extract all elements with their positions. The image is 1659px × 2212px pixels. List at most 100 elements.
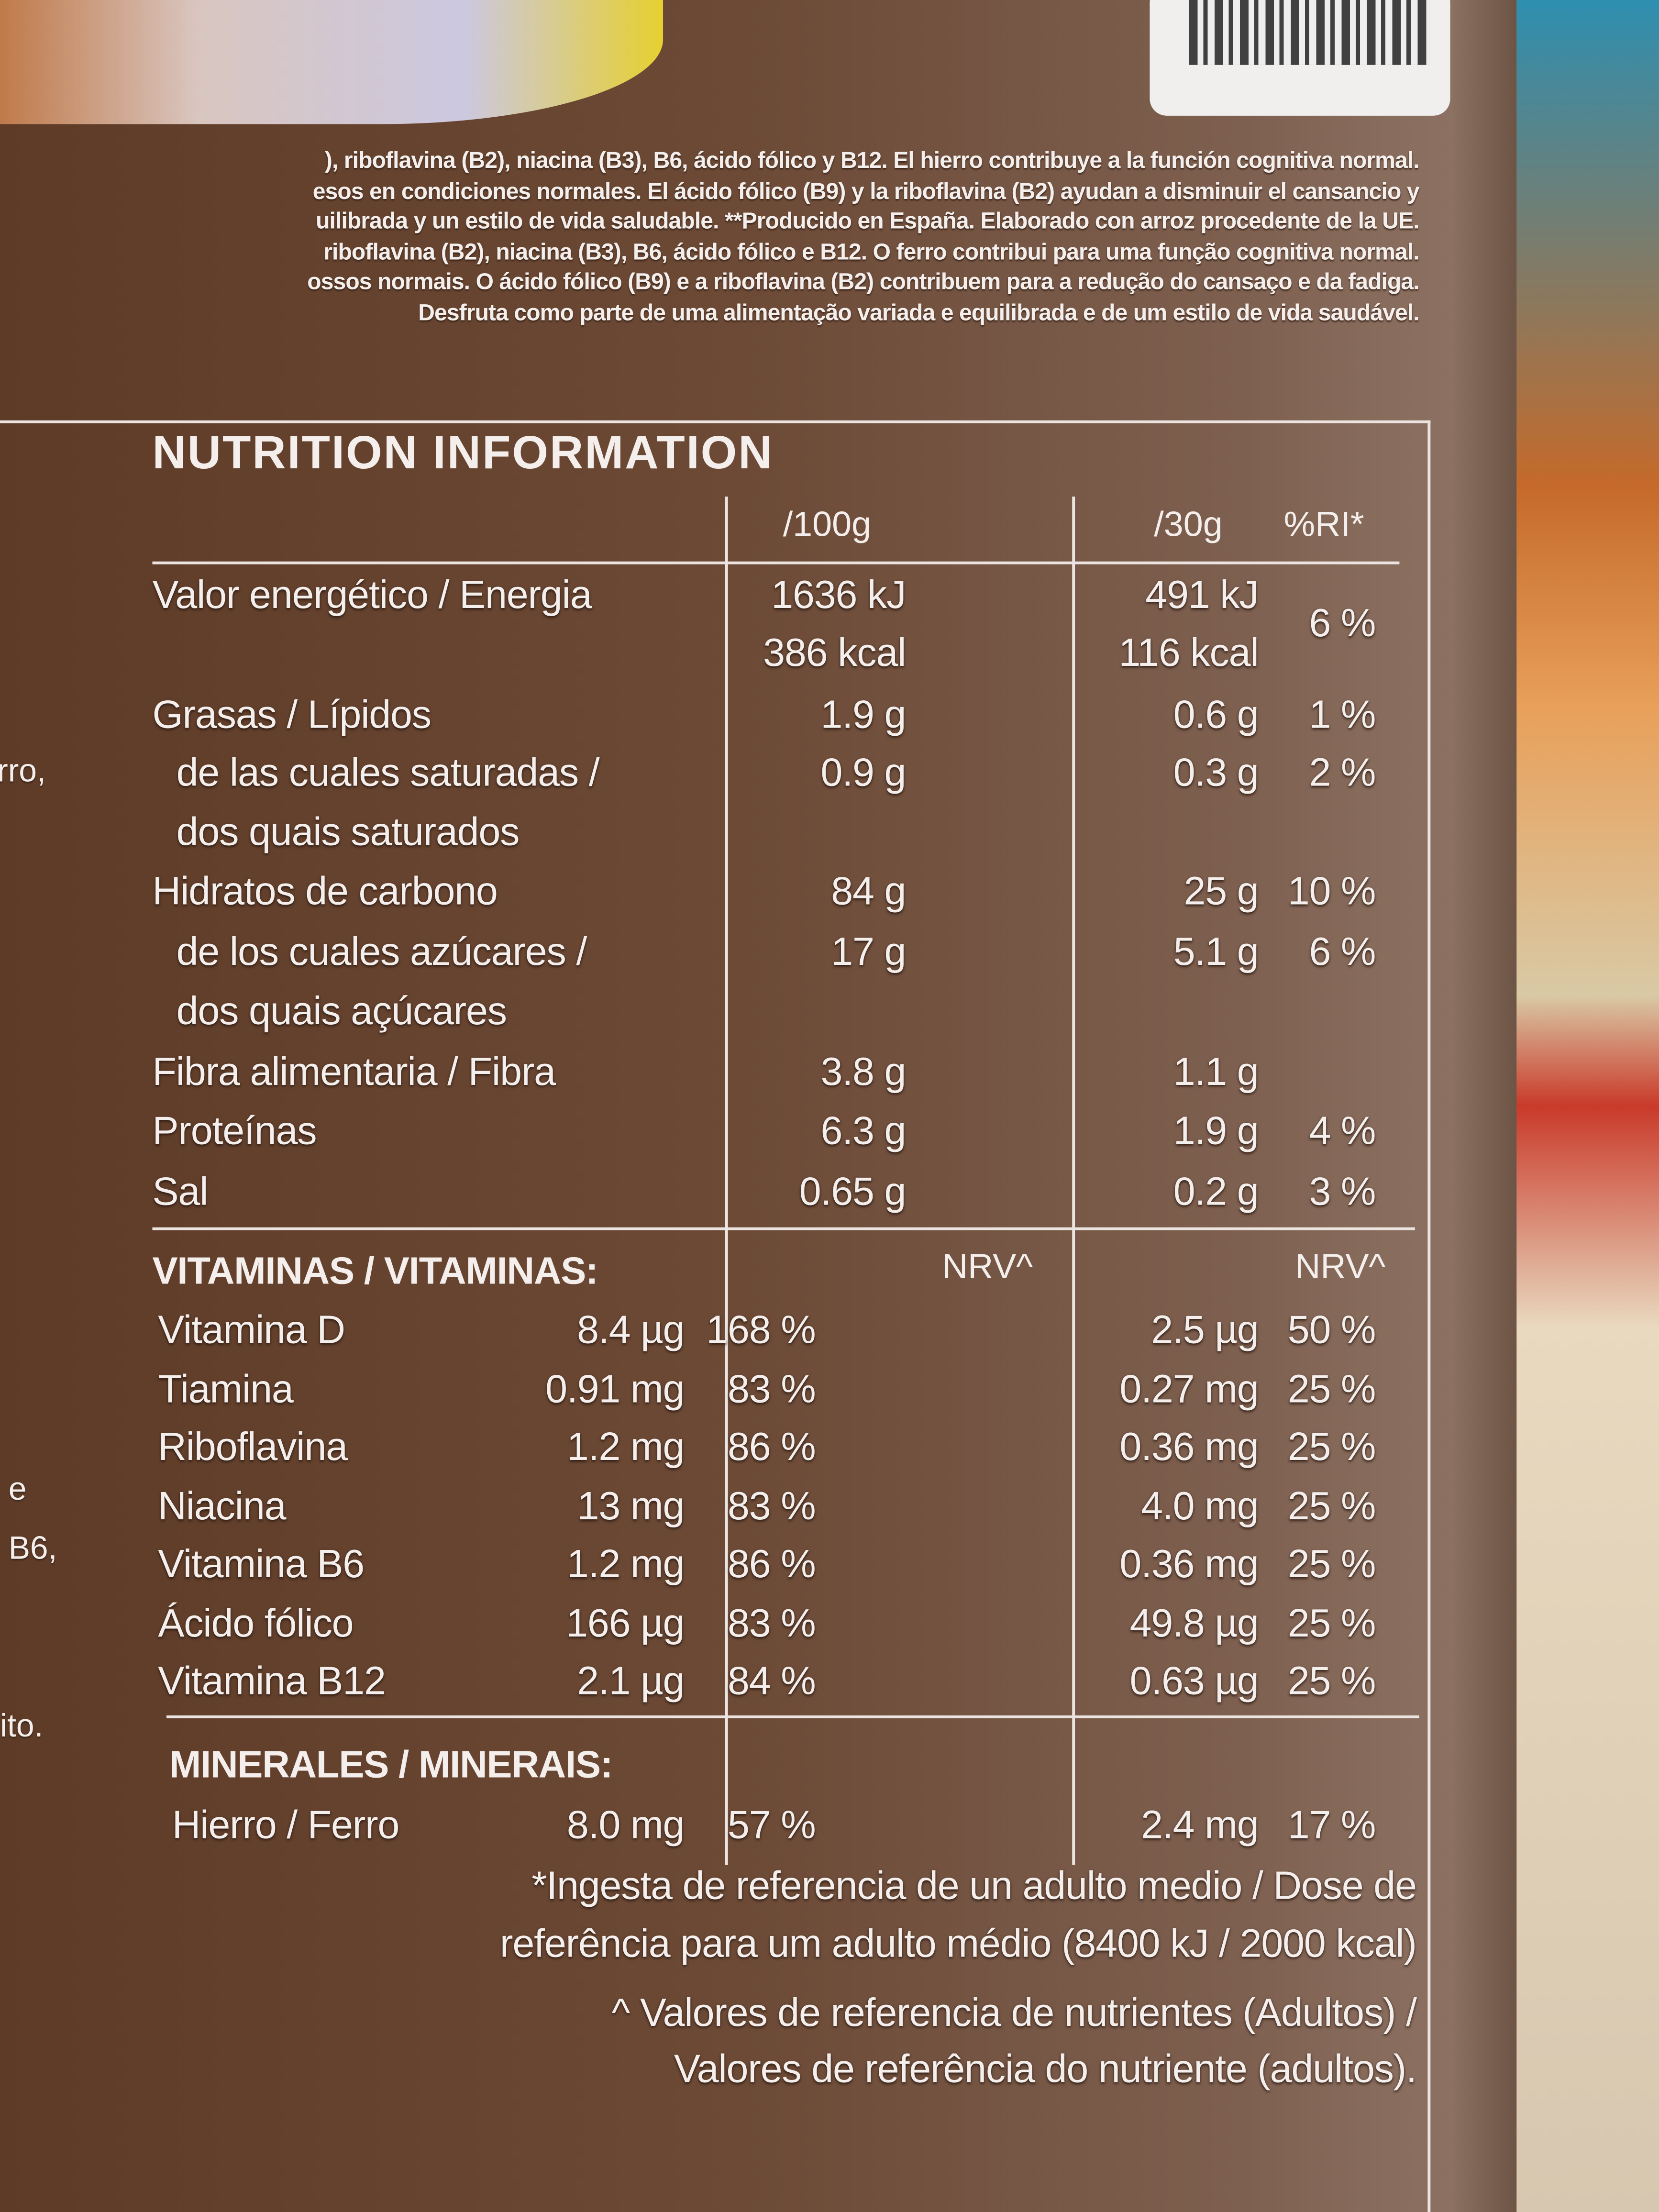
value-per-30g: 116 kcal [1118,630,1259,675]
nrv-per-30g: 25 % [1287,1542,1376,1586]
nutrient-row: Hidratos de carbono 84 g 25 g 10 % [0,868,1425,916]
package-artwork [0,0,664,124]
value-per-30g: 0.63 µg [1129,1659,1259,1703]
value-per-30g: 4.0 mg [1141,1483,1259,1527]
background-shelf [1516,0,1659,2212]
claim-line: uilibrada y un estilo de vida saludable.… [316,209,1419,234]
nrv-per-30g: 50 % [1287,1307,1376,1352]
nrv-per-100g: 83 % [727,1483,816,1527]
value-per-100g: 2.1 µg [577,1659,685,1703]
value-per-100g: 1.2 mg [566,1542,685,1586]
column-divider [1072,497,1075,1865]
nutrient-label: Grasas / Lípidos [152,692,431,737]
value-per-100g: 0.9 g [820,750,906,795]
value-per-100g: 17 g [831,929,906,973]
vitamin-label: Vitamina B12 [158,1659,386,1703]
vitamin-label: Tiamina [158,1366,294,1410]
header-divider [152,561,1400,564]
claim-line: ossos normais. O ácido fólico (B9) e a r… [307,269,1419,295]
vitamin-label: Vitamina D [158,1307,345,1352]
nutrient-label: Fibra alimentaria / Fibra [152,1050,556,1094]
value-per-30g: 5.1 g [1173,929,1259,973]
nrv-per-100g: 57 % [727,1803,816,1847]
claim-line: esos en condiciones normales. El ácido f… [312,178,1420,204]
vitamin-row: Vitamina B12 2.1 µg 84 % 0.63 µg 25 % [0,1658,1425,1705]
vitamin-row: Ácido fólico 166 µg 83 % 49.8 µg 25 % [0,1599,1425,1647]
value-per-30g: 2.5 µg [1151,1307,1259,1352]
vitamin-label: Niacina [158,1483,286,1527]
nutrient-row: Proteínas 6.3 g 1.9 g 4 % [0,1107,1425,1155]
vitamin-row: Tiamina 0.91 mg 83 % 0.27 mg 25 % [0,1365,1425,1413]
nutrition-table-border [0,420,1431,2212]
value-per-100g: 1636 kJ [771,573,906,617]
value-per-30g: 49.8 µg [1129,1600,1259,1645]
nrv-per-30g: 25 % [1287,1366,1376,1410]
minerals-heading: MINERALES / MINERAIS: [169,1743,613,1786]
nrv-header-30g: NRV^ [1295,1247,1386,1287]
mineral-row: Hierro / Ferro 8.0 mg 57 % 2.4 mg 17 % [0,1802,1425,1849]
nutrient-row: dos quais saturados [0,808,1425,856]
value-per-100g: 166 µg [566,1600,685,1645]
ri-percent: 6 % [1309,929,1376,973]
nutrient-label: Sal [152,1169,208,1214]
value-per-30g: 0.6 g [1173,692,1259,737]
nrv-per-100g: 168 % [706,1307,816,1352]
nrv-per-100g: 83 % [727,1600,816,1645]
nrv-per-100g: 84 % [727,1659,816,1703]
claim-line: Desfruta como parte de uma alimentação v… [418,299,1419,325]
header-per-30g: /30g [1154,505,1223,545]
nutrient-row: dos quais açúcares [0,987,1425,1035]
value-per-100g: 386 kcal [763,630,906,675]
value-per-30g: 1.9 g [1173,1108,1259,1153]
nrv-per-30g: 25 % [1287,1425,1376,1469]
nutrient-label: dos quais saturados [176,809,520,854]
value-per-100g: 8.4 µg [577,1307,685,1352]
nutrient-row: de las cuales saturadas / 0.9 g 0.3 g 2 % [0,749,1425,797]
vitamin-label: Riboflavina [158,1425,348,1469]
nrv-per-100g: 86 % [727,1542,816,1586]
nrv-per-30g: 25 % [1287,1483,1376,1527]
nutrient-label: de las cuales saturadas / [176,750,600,795]
ri-percent: 1 % [1309,692,1376,737]
value-per-30g: 2.4 mg [1141,1803,1259,1847]
value-per-100g: 8.0 mg [566,1803,685,1847]
value-per-100g: 3.8 g [820,1050,906,1094]
ri-percent: 2 % [1309,750,1376,795]
value-per-30g: 0.3 g [1173,750,1259,795]
value-per-30g: 0.36 mg [1119,1542,1259,1586]
value-per-100g: 13 mg [577,1483,685,1527]
claim-line: ), riboflavina (B2), niacina (B3), B6, á… [324,148,1420,174]
ri-percent: 4 % [1309,1108,1376,1153]
nutrient-row: Fibra alimentaria / Fibra 3.8 g 1.1 g [0,1048,1425,1096]
nutrient-label: de los cuales azúcares / [176,929,587,973]
left-text-fragment: e [8,1470,27,1507]
nutrient-label: dos quais açúcares [176,989,507,1033]
section-divider [166,1715,1419,1718]
nutrient-row: Valor energético / Energia 1636 kJ 491 kJ 6… [0,571,1425,644]
header-per-100g: /100g [783,505,872,545]
nutrition-title: NUTRITION INFORMATION [152,426,774,478]
value-per-100g: 0.91 mg [545,1366,685,1410]
nrv-per-30g: 25 % [1287,1659,1376,1703]
nutrient-row: Grasas / Lípidos 1.9 g 0.6 g 1 % [0,691,1425,739]
left-text-fragment: ito. [0,1707,44,1744]
footnote-line: ^ Valores de referencia de nutrientes (A… [611,1991,1417,2035]
value-per-30g: 491 kJ [1145,573,1259,617]
vitamin-row: Vitamina D 8.4 µg 168 % 2.5 µg 50 % [0,1306,1425,1354]
nutrient-label: Valor energético / Energia [152,573,592,617]
left-text-fragment: B6, [8,1529,57,1566]
footnote-line: referência para um adulto médio (8400 kJ… [500,1921,1417,1965]
value-per-30g: 0.27 mg [1119,1366,1259,1410]
ri-percent: 6 % [1309,601,1376,645]
box-side-edge [1453,0,1517,2212]
nrv-per-30g: 17 % [1287,1803,1376,1847]
vitamin-row: Vitamina B6 1.2 mg 86 % 0.36 mg 25 % [0,1540,1425,1588]
mineral-label: Hierro / Ferro [172,1803,400,1847]
qr-code-pattern [1189,0,1429,65]
nrv-per-100g: 86 % [727,1425,816,1469]
ri-percent: 3 % [1309,1169,1376,1214]
value-per-100g: 1.2 mg [566,1425,685,1469]
nrv-header-100g: NRV^ [942,1247,1033,1287]
nrv-per-100g: 83 % [727,1366,816,1410]
